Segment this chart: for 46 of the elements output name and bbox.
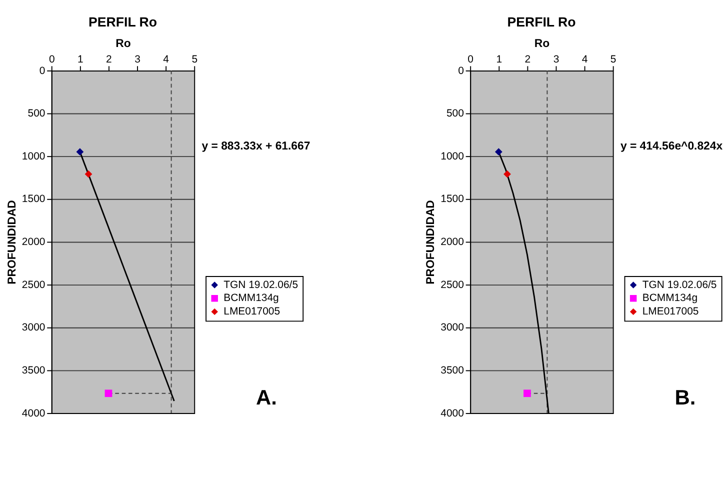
y-tick-label: 0 bbox=[458, 66, 464, 77]
x-axis-title: Ro bbox=[116, 38, 131, 50]
legend-label: LME017005 bbox=[642, 306, 699, 318]
y-tick-label: 1000 bbox=[440, 151, 464, 162]
y-tick-label: 4000 bbox=[22, 408, 46, 420]
y-tick-label: 1500 bbox=[440, 194, 464, 206]
x-tick-label: 5 bbox=[192, 54, 198, 66]
x-tick-label: 1 bbox=[78, 54, 84, 66]
x-tick-label: 3 bbox=[134, 54, 141, 66]
x-tick-label: 0 bbox=[48, 54, 55, 66]
chart-title: PERFIL Ro bbox=[88, 14, 158, 30]
y-tick-label: 4000 bbox=[440, 408, 464, 420]
y-axis-title: PROFUNDIDAD bbox=[424, 200, 437, 284]
legend-label: BCMM134g bbox=[642, 293, 698, 304]
x-tick-label: 2 bbox=[106, 54, 112, 66]
y-tick-label: 3000 bbox=[440, 322, 464, 334]
y-tick-label: 0 bbox=[39, 66, 46, 77]
y-tick-label: 2500 bbox=[440, 280, 464, 291]
text: A. bbox=[256, 386, 277, 410]
legend-label: TGN 19.02.06/5 bbox=[224, 280, 298, 291]
y-tick-label: 500 bbox=[446, 108, 464, 120]
text: B. bbox=[674, 386, 696, 410]
y-tick-label: 2500 bbox=[22, 280, 46, 291]
x-tick-label: 3 bbox=[553, 54, 560, 66]
x-tick-label: 1 bbox=[496, 54, 502, 66]
y-tick-label: 2000 bbox=[440, 237, 464, 248]
legend-label: LME017005 bbox=[224, 306, 280, 318]
x-tick-label: 5 bbox=[610, 54, 616, 66]
y-tick-label: 3500 bbox=[440, 366, 464, 377]
y-tick-label: 3000 bbox=[22, 322, 46, 334]
y-tick-label: 3500 bbox=[22, 366, 46, 377]
y-tick-label: 1500 bbox=[22, 194, 46, 206]
y-axis-title: PROFUNDIDAD bbox=[6, 200, 18, 284]
x-tick-label: 4 bbox=[163, 54, 170, 66]
legend-label: TGN 19.02.06/5 bbox=[642, 280, 717, 291]
legend-label: BCMM134g bbox=[224, 293, 280, 304]
text: y = 414.56e^0.824x bbox=[620, 140, 724, 153]
x-tick-label: 4 bbox=[582, 54, 588, 66]
y-tick-label: 2000 bbox=[22, 237, 46, 248]
chart-title: PERFIL Ro bbox=[507, 14, 576, 30]
x-axis-title: Ro bbox=[534, 38, 550, 50]
x-tick-label: 0 bbox=[468, 54, 474, 66]
text: y = 883.33x + 61.667 bbox=[202, 140, 310, 153]
y-tick-label: 1000 bbox=[22, 151, 46, 162]
y-tick-label: 500 bbox=[28, 108, 46, 120]
x-tick-label: 2 bbox=[524, 54, 531, 66]
